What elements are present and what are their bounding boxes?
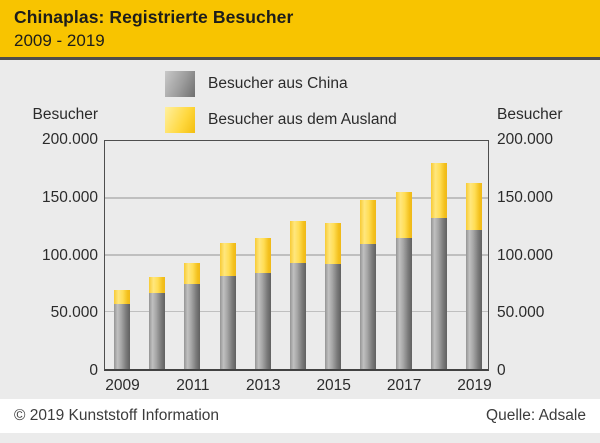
chart-subtitle: 2009 - 2019 bbox=[14, 31, 105, 50]
bar-segment-ausland-2018 bbox=[430, 163, 447, 218]
y-tick-label-left-0: 0 bbox=[89, 362, 98, 379]
y-tick-label-right-200000: 200.000 bbox=[497, 131, 554, 148]
bar-segment-china-2018 bbox=[430, 217, 447, 369]
bar-segment-ausland-2015 bbox=[325, 223, 342, 264]
bar-segment-ausland-2016 bbox=[360, 199, 377, 244]
bar-segment-china-2012 bbox=[219, 275, 236, 369]
bar-group-2014 bbox=[290, 220, 306, 369]
legend-label-ausland: Besucher aus dem Ausland bbox=[208, 111, 397, 128]
legend-item-ausland: Besucher aus dem Ausland bbox=[165, 107, 397, 133]
copyright-text: © 2019 Kunststoff Information bbox=[14, 407, 220, 424]
bar-segment-china-2016 bbox=[360, 243, 377, 369]
y-tick-label-right-0: 0 bbox=[497, 362, 506, 379]
bar-segment-ausland-2011 bbox=[184, 262, 201, 284]
bar-segment-china-2010 bbox=[149, 292, 166, 369]
y-tick-label-left-150000: 150.000 bbox=[41, 188, 98, 206]
bar-segment-china-2014 bbox=[290, 262, 306, 369]
header-divider bbox=[0, 57, 600, 60]
x-tick-label-2019: 2019 bbox=[457, 377, 492, 394]
bottom-strip bbox=[0, 433, 600, 443]
y-axis-title-right: Besucher bbox=[497, 106, 563, 123]
bar-segment-ausland-2010 bbox=[149, 277, 166, 293]
header: Chinaplas: Registrierte Besucher 2009 - … bbox=[0, 0, 600, 57]
bar-group-2016 bbox=[360, 199, 377, 369]
bar-segment-ausland-2017 bbox=[395, 191, 412, 239]
bar-segment-ausland-2019 bbox=[466, 183, 482, 231]
y-tick-label-left-100000: 100.000 bbox=[41, 246, 98, 264]
y-tick-label-right-100000: 100.000 bbox=[497, 246, 554, 264]
bar-segment-ausland-2014 bbox=[290, 220, 306, 263]
y-tick-label-right-50000: 50.000 bbox=[497, 304, 545, 322]
x-tick-label-2015: 2015 bbox=[316, 377, 351, 394]
legend-swatch-china-icon bbox=[165, 71, 195, 97]
bar-group-2017 bbox=[395, 191, 412, 369]
bar-segment-ausland-2012 bbox=[219, 243, 236, 276]
y-tick-label-left-50000: 50.000 bbox=[50, 304, 98, 322]
gridline-150000 bbox=[105, 197, 488, 199]
legend-label-china: Besucher aus China bbox=[208, 75, 348, 92]
bar-group-2011 bbox=[184, 262, 201, 369]
bar-segment-china-2011 bbox=[184, 283, 201, 369]
legend-item-china: Besucher aus China bbox=[165, 71, 397, 97]
bar-group-2012 bbox=[219, 243, 236, 369]
bar-group-2015 bbox=[325, 223, 342, 369]
y-axis-title-left: Besucher bbox=[32, 106, 98, 123]
source-text: Quelle: Adsale bbox=[486, 407, 586, 424]
bar-segment-china-2017 bbox=[395, 238, 412, 369]
bar-group-2009 bbox=[114, 290, 130, 369]
bar-group-2013 bbox=[254, 238, 271, 369]
bar-segment-china-2019 bbox=[466, 230, 482, 369]
x-tick-label-2011: 2011 bbox=[176, 377, 210, 394]
bar-segment-ausland-2009 bbox=[114, 290, 130, 305]
y-tick-label-left-200000: 200.000 bbox=[41, 131, 98, 148]
x-tick-label-2017: 2017 bbox=[386, 377, 422, 394]
y-tick-label-right-150000: 150.000 bbox=[497, 188, 554, 206]
bar-segment-ausland-2013 bbox=[254, 238, 271, 274]
bar-group-2018 bbox=[430, 163, 447, 369]
legend: Besucher aus China Besucher aus dem Ausl… bbox=[165, 71, 397, 143]
bar-segment-china-2015 bbox=[325, 263, 342, 369]
x-tick-label-2009: 2009 bbox=[105, 377, 140, 394]
bar-segment-china-2013 bbox=[254, 273, 271, 369]
bar-segment-china-2009 bbox=[114, 304, 130, 369]
x-tick-label-2013: 2013 bbox=[246, 377, 281, 394]
bar-group-2010 bbox=[149, 277, 166, 369]
legend-swatch-ausland-icon bbox=[165, 107, 195, 133]
chart-title: Chinaplas: Registrierte Besucher bbox=[14, 7, 294, 27]
plot-area bbox=[104, 140, 489, 371]
footer: © 2019 Kunststoff Information Quelle: Ad… bbox=[0, 399, 600, 433]
bar-group-2019 bbox=[466, 183, 482, 369]
